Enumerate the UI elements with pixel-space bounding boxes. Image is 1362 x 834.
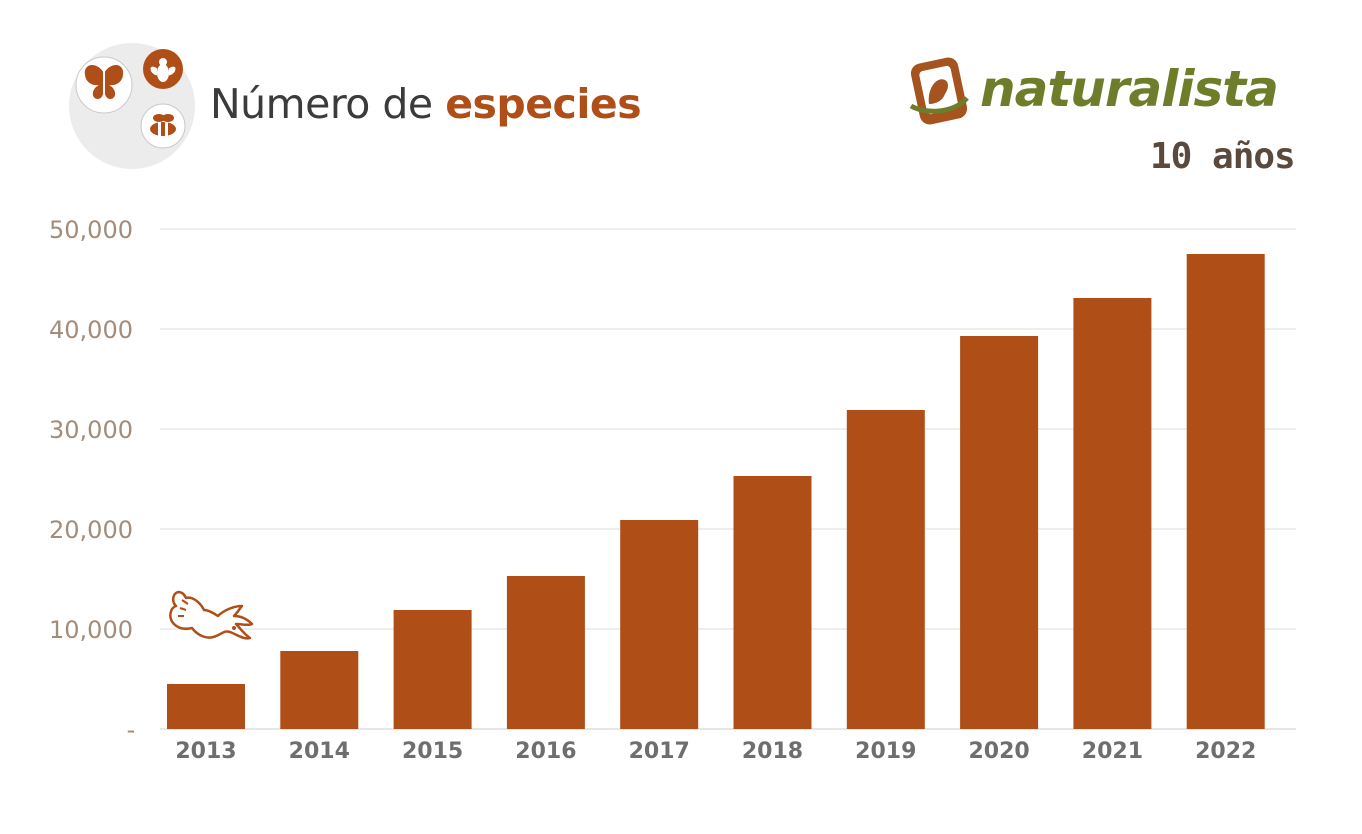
bar-2022 [1186,254,1265,729]
naturalista-logo [909,57,969,125]
x-tick-label: 2014 [289,739,350,764]
y-tick-label: 10,000 [49,616,133,644]
bar-2013 [167,684,245,729]
x-tick-label: 2020 [968,739,1029,764]
chart-title: Número de especies [210,80,642,128]
x-tick-label: 2016 [515,739,576,764]
y-axis-ticks: - 10,000 20,000 30,000 40,000 50,000 [49,216,135,744]
x-axis-ticks: 2013 2014 2015 2016 2017 2018 2019 2020 2021 2022 [175,739,1256,764]
y-tick-label: 50,000 [49,216,133,244]
bar-2017 [620,520,699,729]
bar-2016 [506,576,585,729]
title-highlight: especies [445,80,642,128]
y-tick-label: - [127,716,136,744]
logo-subtitle: 10 años [1150,136,1296,177]
x-tick-label: 2018 [742,739,803,764]
butterfly-icon [75,56,133,114]
x-tick-label: 2019 [855,739,916,764]
bar-2018 [733,476,812,729]
bar-2020 [960,336,1039,729]
y-tick-label: 40,000 [49,316,133,344]
phone-bird-icon [909,57,969,125]
x-tick-label: 2017 [629,739,690,764]
bar-2014 [280,651,359,729]
species-icons-group [69,43,195,169]
bird-icon [169,590,254,640]
x-tick-label: 2013 [175,739,236,764]
bar-2021 [1073,298,1152,729]
x-tick-label: 2021 [1082,739,1143,764]
bee-icon [140,103,186,149]
x-tick-label: 2022 [1195,739,1256,764]
logo-wordmark: naturalista [980,60,1279,118]
title-plain: Número de [210,80,446,128]
y-tick-label: 30,000 [49,416,133,444]
bars [167,254,1265,729]
bar-2015 [393,610,472,729]
fly-icon [143,49,183,89]
y-tick-label: 20,000 [49,516,133,544]
x-tick-label: 2015 [402,739,463,764]
bar-2019 [846,410,925,729]
